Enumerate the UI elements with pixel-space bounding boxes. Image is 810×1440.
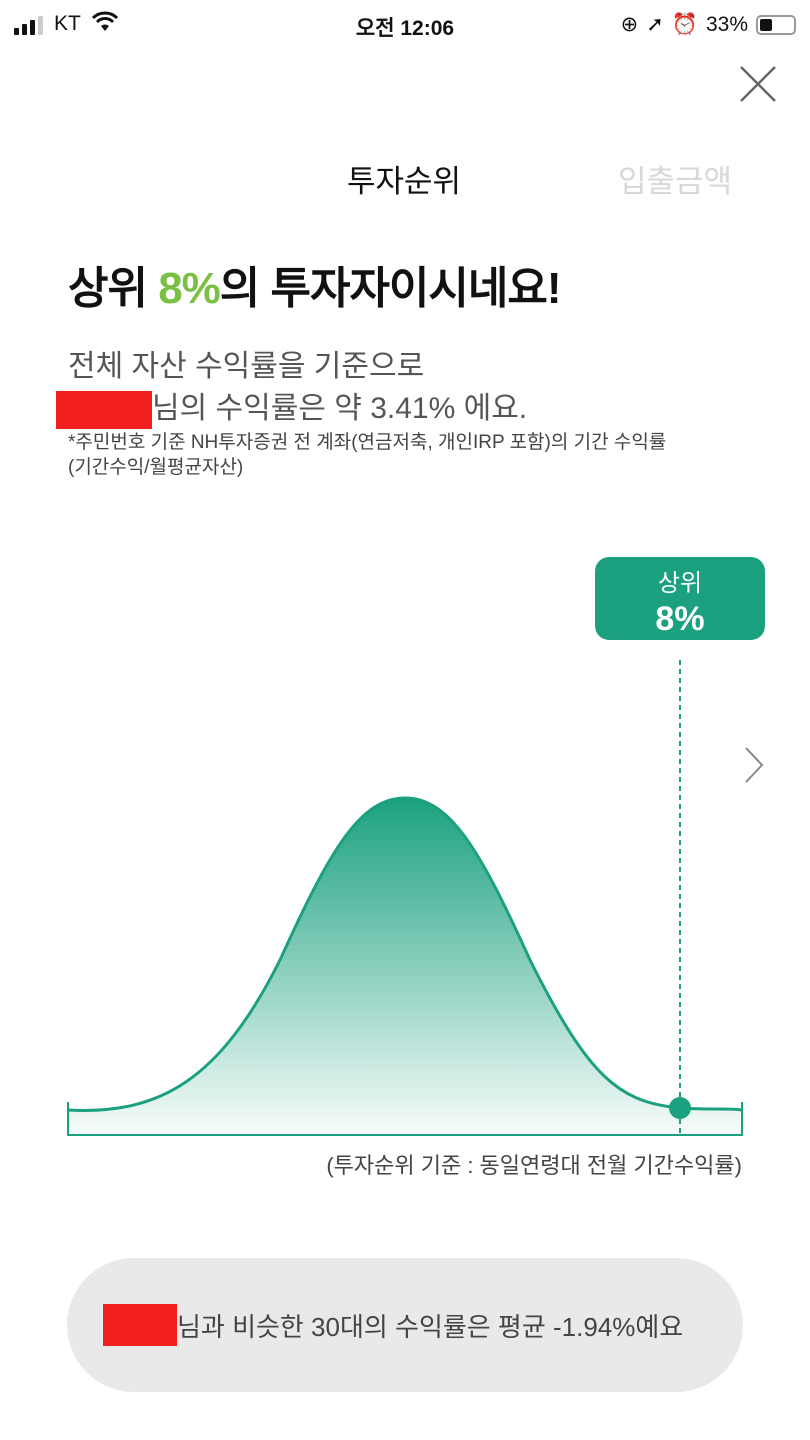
wifi-icon [91, 10, 119, 38]
clock: 오전 12:06 [355, 17, 455, 40]
tab-deposit-withdrawal[interactable]: 입출금액 [618, 164, 733, 199]
tab-investment-rank[interactable]: 투자순위 [347, 164, 462, 199]
chart-caption: (투자순위 기준 : 동일연령대 전월 기간수익률) [326, 1153, 742, 1178]
page-title: 상위 8%의 투자자이시네요! [68, 264, 561, 313]
curve-fill [68, 798, 742, 1135]
alarm-icon: ⏰ [671, 12, 698, 36]
battery-icon [756, 14, 796, 35]
status-bar: KT 오전 12:06 ⊕ ➚ ⏰ 33% [0, 6, 810, 40]
peer-comparison: 님과 비슷한 30대의 수익률은 평균 -1.94%예요 [67, 1258, 743, 1392]
signal-icon [14, 16, 43, 35]
curve-line [67, 796, 743, 1112]
carrier: KT [54, 12, 81, 35]
baseline [67, 1102, 743, 1136]
rotation-lock-icon: ⊕ [620, 13, 639, 36]
footnote: *주민번호 기준 NH투자증권 전 계좌(연금저축, 개인IRP 포함)의 기간… [68, 432, 667, 478]
close-button[interactable] [738, 64, 778, 104]
redacted-name [103, 1304, 177, 1346]
location-icon: ➚ [646, 13, 664, 36]
close-icon [740, 66, 776, 102]
summary-text: 전체 자산 수익률을 기준으로 님의 수익률은 약 3.41% 에요. [56, 346, 527, 430]
rank-badge: 상위 8% [595, 557, 765, 640]
next-button[interactable] [742, 745, 766, 790]
chevron-right-icon [745, 747, 764, 783]
redacted-name [56, 391, 152, 430]
rank-marker-dot [669, 1097, 691, 1119]
distribution-curve [67, 660, 743, 1136]
battery-percent: 33% [705, 12, 748, 36]
